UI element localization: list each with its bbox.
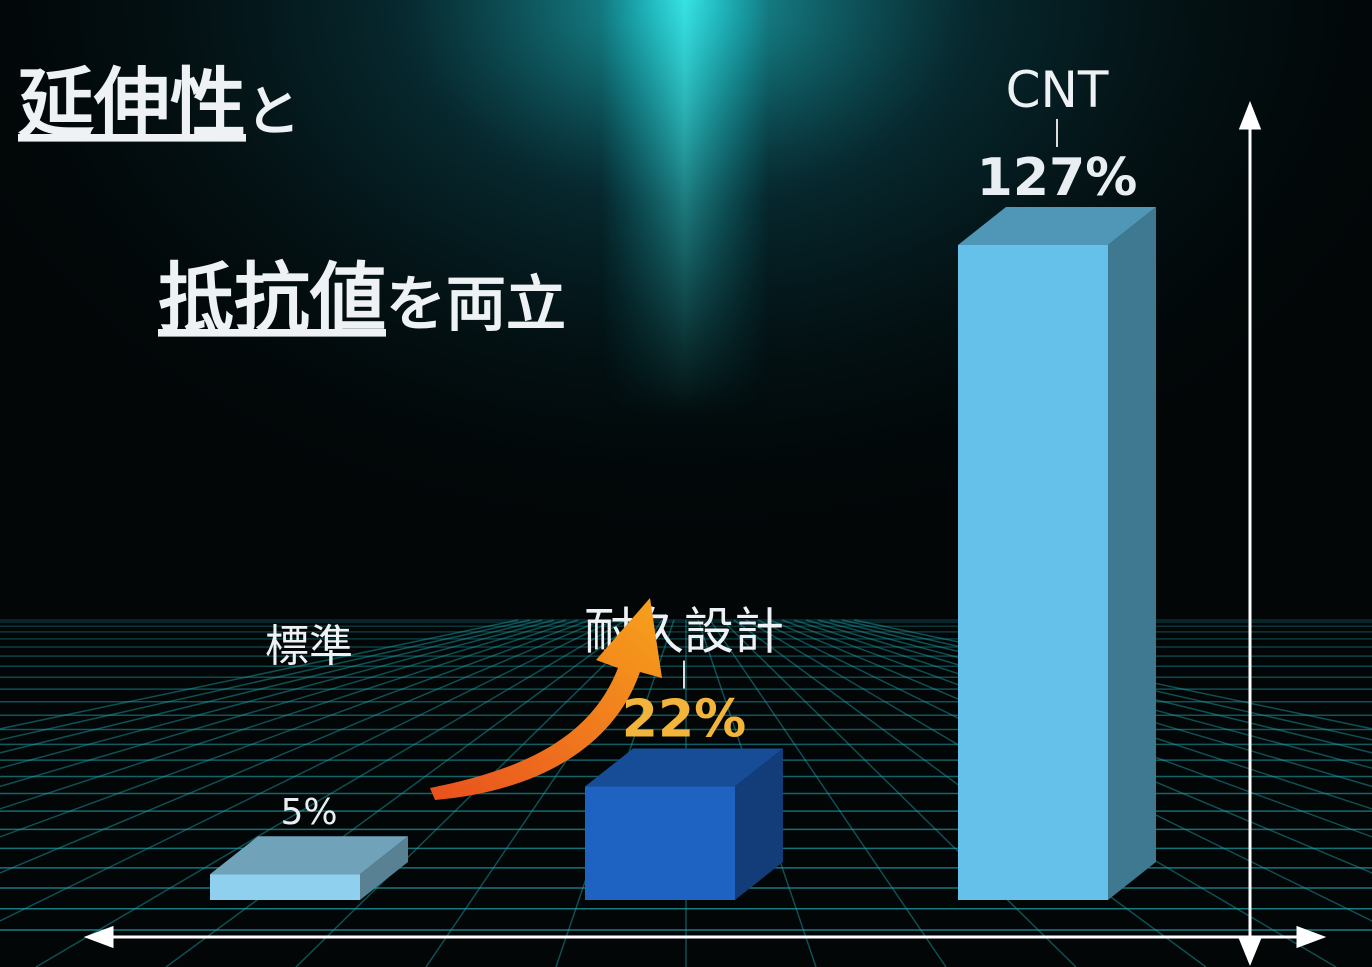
title-part: 抵抗値: [158, 254, 386, 343]
category-label: 標準: [265, 621, 353, 672]
value-label: 22%: [622, 690, 746, 750]
bar: [958, 245, 1108, 900]
title-part: を両立: [386, 270, 566, 340]
category-label: CNT: [1006, 61, 1109, 119]
light-beam: [600, 0, 770, 420]
title-part: と: [246, 80, 300, 143]
bar: [210, 874, 360, 900]
bar-side: [1108, 207, 1156, 900]
title-part: 延伸性: [18, 59, 246, 148]
chart: 延伸性と 抵抗値を両立 5%標準22%耐久設計127%CNT: [0, 0, 1372, 967]
bar: [585, 787, 735, 900]
value-label: 127%: [977, 148, 1138, 208]
value-label: 5%: [280, 792, 337, 833]
